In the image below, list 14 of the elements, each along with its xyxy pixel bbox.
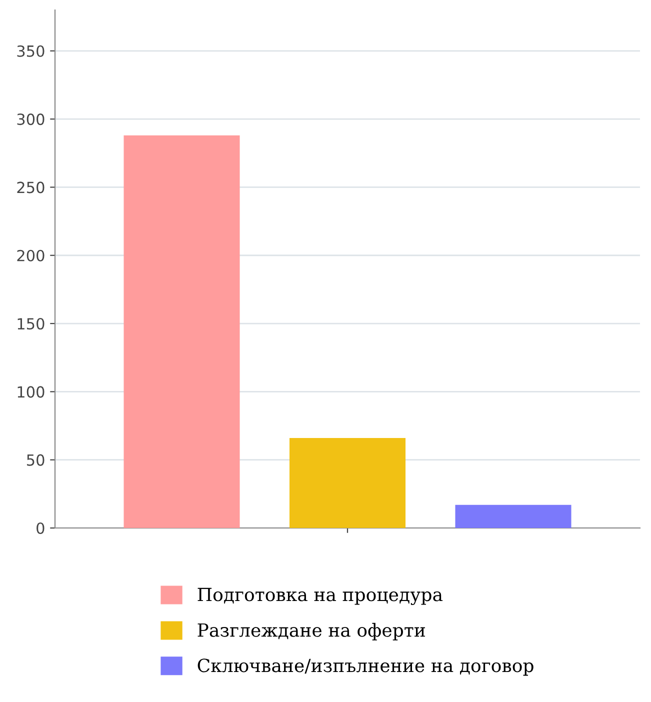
y-tick-label: 50 — [27, 454, 44, 466]
legend-label: Подготовка на процедура — [198, 588, 443, 606]
legend-label: Сключване/изпълнение на договор — [198, 658, 534, 676]
bar — [289, 438, 406, 528]
y-tick-label: 350 — [17, 45, 44, 57]
y-tick-label: 0 — [36, 522, 44, 534]
y-tick-label: 150 — [18, 318, 44, 330]
y-tick-label: 300 — [17, 114, 44, 126]
y-tick-label: 200 — [17, 250, 44, 262]
legend-label: Разглеждане на оферти — [198, 622, 425, 640]
y-tick-label: 100 — [18, 386, 44, 398]
y-tick-label: 250 — [17, 182, 44, 194]
bar — [124, 135, 240, 528]
bar — [455, 504, 572, 528]
